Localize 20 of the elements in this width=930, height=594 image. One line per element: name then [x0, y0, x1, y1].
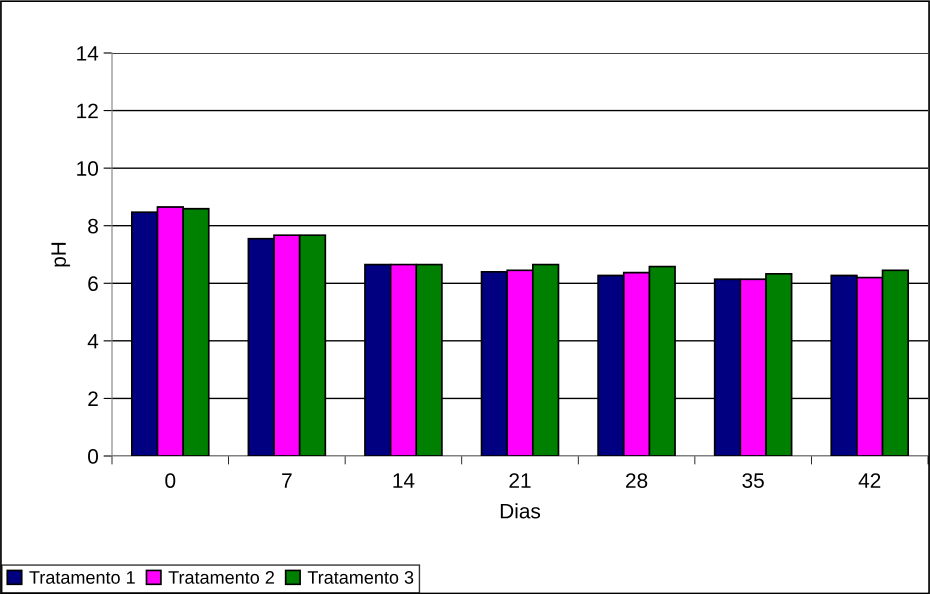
x-tick-label: 14 [393, 473, 414, 488]
y-axis-title: pH [51, 242, 70, 266]
y-tick-label: 8 [88, 218, 98, 234]
y-tick-label: 12 [77, 104, 98, 118]
x-tick-label: 21 [509, 473, 531, 488]
x-tick-label: 42 [858, 473, 880, 488]
legend-label: Tratamento 2 [168, 571, 274, 584]
y-tick-label: 0 [88, 449, 98, 464]
y-tick-label: 6 [88, 276, 98, 292]
x-tick-label: 35 [742, 473, 764, 488]
legend-label: Tratamento 3 [308, 571, 414, 584]
y-tick-label: 10 [77, 161, 98, 176]
x-axis-title: Dias [500, 503, 540, 518]
legend-label: Tratamento 1 [29, 571, 135, 584]
x-tick-label: 28 [626, 473, 648, 488]
y-tick-label: 4 [88, 334, 98, 348]
y-tick-label: 14 [77, 46, 98, 61]
x-tick-label: 7 [282, 473, 292, 488]
y-tick-label: 2 [88, 391, 98, 406]
x-tick-label: 0 [165, 473, 176, 488]
